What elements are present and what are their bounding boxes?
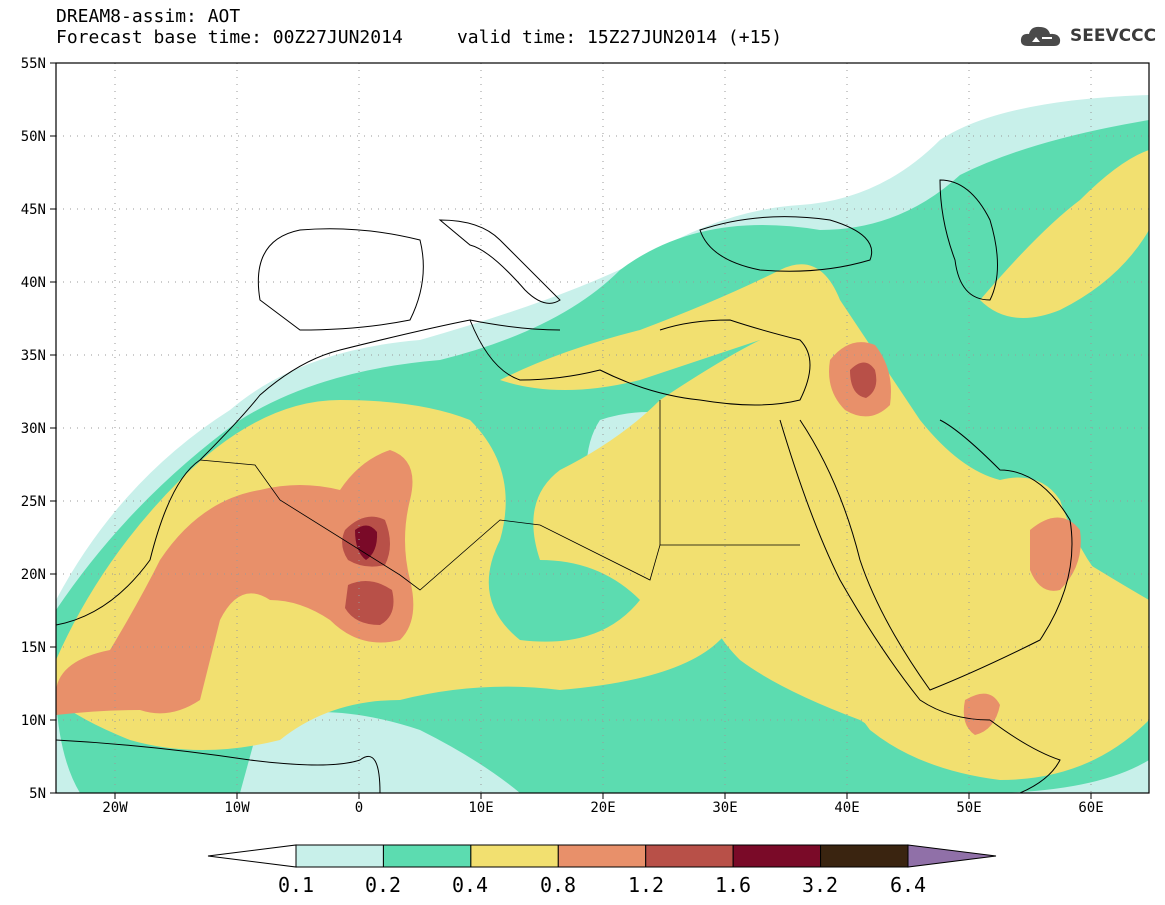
- lon-axis: 20W 10W 0 10E 20E 30E 40E 50E 60E: [102, 800, 1103, 816]
- aot-band-1.2-1.6-iraq: [850, 362, 877, 398]
- colorbar-box: [295, 844, 384, 868]
- logo-text: SEEVCCC: [1070, 26, 1157, 46]
- lon-label: 30E: [712, 800, 737, 816]
- colorbar: 0.1 0.2 0.4 0.8 1.2 1.6 3.2 6.4: [207, 844, 997, 897]
- cloud-icon: [1020, 26, 1061, 46]
- colorbar-box: [382, 844, 472, 868]
- coastline-iberia: [257, 228, 424, 331]
- colorbar-box: [732, 844, 822, 868]
- colorbar-box: [557, 844, 647, 868]
- coastline-arabia: [799, 419, 1073, 691]
- lat-label: 5N: [29, 786, 46, 802]
- lat-axis: 55N 50N 45N 40N 35N 30N 25N 20N 15N 10N …: [21, 56, 46, 802]
- border-sahara: [199, 459, 800, 591]
- lat-label: 40N: [21, 275, 46, 291]
- coastlines: [56, 179, 1073, 793]
- colorbar-label: 0.8: [540, 873, 576, 897]
- colorbar-box: [820, 844, 909, 868]
- colorbar-label: 1.2: [628, 873, 664, 897]
- lat-label: 45N: [21, 202, 46, 218]
- coastline-gulf-guinea: [56, 739, 381, 793]
- lat-label: 20N: [21, 567, 46, 583]
- colorbar-max-arrow: [907, 844, 997, 868]
- colorbar-min-arrow: [207, 844, 297, 868]
- aot-band-0.8-1.2-west-africa: [56, 450, 414, 715]
- header: DREAM8-assim: AOT Forecast base time: 00…: [56, 6, 782, 48]
- valid-time: valid time: 15Z27JUN2014 (+15): [456, 27, 783, 48]
- coastline-italy: [438, 219, 561, 304]
- lon-label: 20W: [102, 800, 128, 816]
- lon-label: 0: [355, 800, 363, 816]
- lat-label: 25N: [21, 494, 46, 510]
- seevccc-logo: SEEVCCC: [1018, 22, 1156, 50]
- colorbar-boxes: [295, 844, 909, 868]
- lat-label: 50N: [21, 129, 46, 145]
- coastline-horn-africa: [989, 719, 1061, 793]
- coastline-caspian: [939, 179, 998, 301]
- colorbar-label: 3.2: [802, 873, 838, 897]
- lat-label: 55N: [21, 56, 46, 72]
- colorbar-label: 0.4: [452, 873, 488, 897]
- lat-ticks: [50, 62, 56, 794]
- coastline-west-africa: [56, 319, 561, 626]
- coastline-red-sea: [779, 419, 991, 721]
- lon-label: 10W: [224, 800, 250, 816]
- lon-label: 40E: [834, 800, 859, 816]
- aot-band-0.4-0.8-east: [980, 150, 1149, 318]
- lon-label: 60E: [1078, 800, 1103, 816]
- time-line: Forecast base time: 00Z27JUN2014 valid t…: [56, 27, 782, 48]
- lon-label: 50E: [956, 800, 981, 816]
- aot-band-0.8-1.2-oman: [1030, 517, 1081, 591]
- colorbar-label: 1.6: [715, 873, 751, 897]
- coastline-black-sea: [699, 216, 872, 272]
- lat-label: 15N: [21, 640, 46, 656]
- lat-label: 30N: [21, 421, 46, 437]
- map-title: DREAM8-assim: AOT: [56, 6, 241, 27]
- aot-band-0.4-0.8-arabia: [843, 478, 1149, 780]
- colorbar-label: 6.4: [890, 873, 926, 897]
- lat-label: 10N: [21, 713, 46, 729]
- base-time: Forecast base time: 00Z27JUN2014: [56, 27, 403, 48]
- lon-label: 10E: [468, 800, 493, 816]
- colorbar-label: 0.2: [365, 873, 401, 897]
- coastline-mediterranean: [469, 319, 811, 406]
- aot-low-south: [240, 712, 520, 793]
- aot-band-0.8-1.2-somalia: [963, 693, 1000, 735]
- lon-ticks: [114, 793, 1092, 799]
- lat-label: 35N: [21, 348, 46, 364]
- colorbar-label: 0.1: [278, 873, 314, 897]
- graticule: [56, 63, 1149, 793]
- aot-band-1.6-3.2-core: [355, 525, 378, 560]
- colorbar-box: [645, 844, 734, 868]
- lon-label: 20E: [590, 800, 615, 816]
- colorbar-box: [470, 844, 559, 868]
- colorbar-labels: 0.1 0.2 0.4 0.8 1.2 1.6 3.2 6.4: [278, 873, 926, 897]
- aot-band-1.2-1.6-core-south: [345, 581, 394, 625]
